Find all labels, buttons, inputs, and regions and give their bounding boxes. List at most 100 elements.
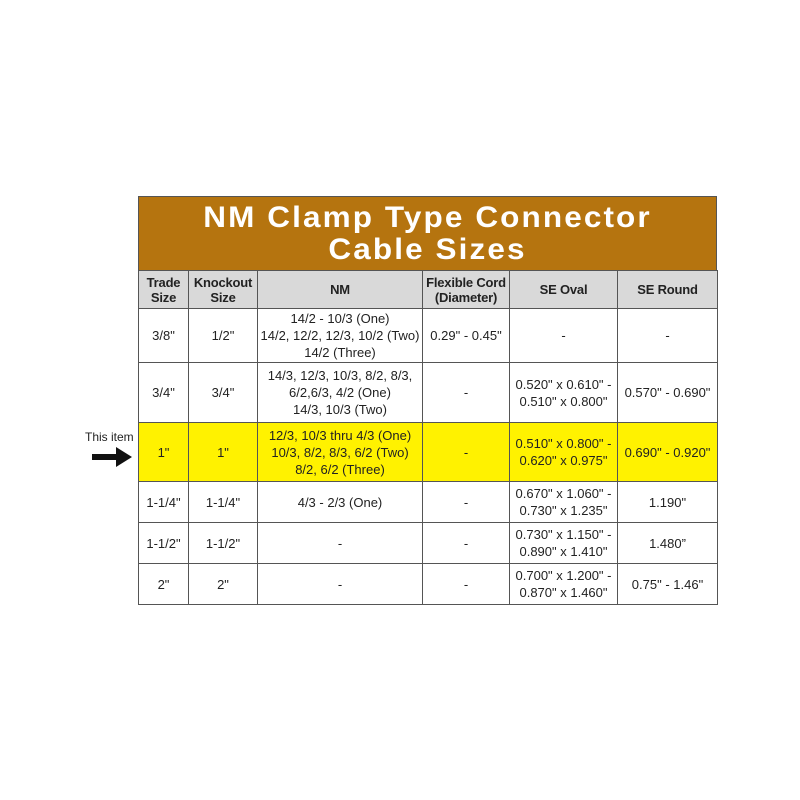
cell-line: 0.510" x 0.800"	[519, 393, 608, 409]
cell-line: -	[665, 328, 670, 343]
cell-line: 1"	[217, 444, 229, 460]
cell-line: (Diameter)	[434, 289, 498, 305]
cell-line: 1.480”	[649, 535, 686, 551]
column-header-se-oval: SE Oval	[509, 270, 618, 309]
cell-flexible-cord: -	[422, 422, 510, 482]
cell-nm: 4/3 - 2/3 (One)	[257, 481, 423, 523]
cell-line: 1/2"	[211, 328, 235, 343]
cell-trade-size: 3/4"	[138, 362, 189, 423]
cell-line: 2"	[217, 576, 229, 592]
cell-line: 8/2, 6/2 (Three)	[295, 461, 385, 477]
cell-line: -	[337, 576, 343, 592]
table-title: NM Clamp Type Connector Cable Sizes	[138, 196, 717, 270]
cell-se-round: -	[617, 308, 718, 363]
cell-se-round: 1.190"	[617, 481, 718, 523]
cell-nm: 14/3, 12/3, 10/3, 8/2, 8/3, 6/2,6/3, 4/2 …	[257, 362, 423, 423]
cell-se-round: 1.480”	[617, 522, 718, 564]
cell-line: -	[561, 328, 566, 343]
cell-line: NM	[330, 282, 350, 297]
cell-se-round: 0.690" - 0.920"	[617, 422, 718, 482]
table-row: 1-1/4" 1-1/4" 4/3 - 2/3 (One) - 0.670" x 1.0…	[138, 481, 718, 523]
cell-nm: -	[257, 522, 423, 564]
title-line-1: NM Clamp Type Connector	[203, 201, 652, 234]
table-row: 1" 1" 12/3, 10/3 thru 4/3 (One) 10/3, 8/2, …	[138, 422, 718, 482]
cell-line: 10/3, 8/2, 8/3, 6/2 (Two)	[271, 444, 409, 460]
cell-line: Knockout	[193, 274, 253, 290]
column-header-knockout-size: Knockout Size	[188, 270, 258, 309]
cell-line: 0.730" x 1.150" -	[515, 527, 612, 542]
cell-flexible-cord: 0.29" - 0.45"	[422, 308, 510, 363]
cell-knockout-size: 1-1/4"	[188, 481, 258, 523]
cell-trade-size: 1"	[138, 422, 189, 482]
cell-line: 3/4"	[211, 385, 235, 400]
cell-line: 1-1/4"	[205, 494, 241, 510]
cell-line: 14/3, 10/3 (Two)	[293, 402, 387, 417]
cell-nm: 12/3, 10/3 thru 4/3 (One) 10/3, 8/2, 8/3,…	[257, 422, 423, 482]
cell-se-round: 0.570" - 0.690"	[617, 362, 718, 423]
cell-flexible-cord: -	[422, 362, 510, 423]
cell-line: Size	[150, 289, 177, 305]
arrow-right-icon	[92, 447, 132, 467]
cell-line: 14/2, 12/2, 12/3, 10/2 (Two)	[260, 328, 420, 343]
cell-line: -	[463, 494, 469, 510]
table-row: 3/8" 1/2" 14/2 - 10/3 (One) 14/2, 12/2, 12/…	[138, 308, 718, 363]
cell-line: -	[463, 576, 469, 592]
cell-line: 0.570" - 0.690"	[624, 385, 711, 400]
cell-flexible-cord: -	[422, 481, 510, 523]
cell-trade-size: 1-1/2"	[138, 522, 189, 564]
cell-line: 0.29" - 0.45"	[430, 328, 502, 343]
cell-line: SE Round	[637, 282, 698, 297]
cell-nm: 14/2 - 10/3 (One) 14/2, 12/2, 12/3, 10/2 …	[257, 308, 423, 363]
title-line-2: Cable Sizes	[328, 233, 527, 266]
cell-line: 1-1/2"	[205, 535, 241, 551]
cell-line: 2"	[157, 576, 170, 592]
cell-trade-size: 2"	[138, 563, 189, 605]
cell-line: 3/4"	[152, 385, 175, 400]
cell-line: 12/3, 10/3 thru 4/3 (One)	[268, 427, 412, 443]
cell-line: 0.670" x 1.060" -	[515, 486, 612, 501]
cell-line: 14/2 (Three)	[304, 345, 376, 360]
cell-line: 0.700" x 1.200" -	[515, 568, 612, 583]
cell-knockout-size: 1/2"	[188, 308, 258, 363]
cell-line: 0.730" x 1.235"	[519, 503, 608, 518]
cell-line: 0.520" x 0.610" -	[515, 376, 612, 392]
cell-line: 3/8"	[152, 328, 175, 343]
cell-knockout-size: 2"	[188, 563, 258, 605]
cable-size-table-container: NM Clamp Type Connector Cable Sizes Trad…	[138, 196, 718, 605]
cell-line: -	[337, 535, 343, 551]
column-header-nm: NM	[257, 270, 423, 309]
cell-line: 0.510" x 0.800" -	[515, 436, 612, 451]
cell-line: Flexible Cord	[426, 274, 506, 290]
cell-line: -	[463, 535, 469, 551]
cell-se-oval: 0.520" x 0.610" -0.510" x 0.800"	[509, 362, 618, 423]
cell-se-oval: 0.730" x 1.150" - 0.890" x 1.410"	[509, 522, 618, 564]
cell-se-oval: 0.510" x 0.800" - 0.620" x 0.975"	[509, 422, 618, 482]
cell-line: 0.690" - 0.920"	[624, 444, 711, 460]
cell-line: 4/3 - 2/3 (One)	[297, 494, 383, 510]
table-row: 3/4" 3/4" 14/3, 12/3, 10/3, 8/2, 8/3, 6/2,6…	[138, 362, 718, 423]
cable-size-table: Trade Size Knockout Size NM Flexible Cord (Dia…	[138, 270, 718, 605]
cell-line: 1-1/4"	[146, 494, 181, 510]
cell-flexible-cord: -	[422, 563, 510, 605]
cell-se-oval: 0.700" x 1.200" - 0.870" x 1.460"	[509, 563, 618, 605]
column-header-se-round: SE Round	[617, 270, 718, 309]
cell-line: 0.620" x 0.975"	[519, 453, 608, 468]
cell-line: 0.75" - 1.46"	[631, 576, 704, 592]
column-header-flexible-cord: Flexible Cord (Diameter)	[422, 270, 510, 309]
cell-knockout-size: 1"	[188, 422, 258, 482]
cell-line: 14/3, 12/3, 10/3, 8/2, 8/3,	[267, 368, 413, 383]
cell-knockout-size: 3/4"	[188, 362, 258, 423]
cell-line: 1-1/2"	[146, 535, 181, 551]
cell-trade-size: 3/8"	[138, 308, 189, 363]
cell-trade-size: 1-1/4"	[138, 481, 189, 523]
cell-se-oval: 0.670" x 1.060" - 0.730" x 1.235"	[509, 481, 618, 523]
header-row: Trade Size Knockout Size NM Flexible Cord (Dia…	[138, 270, 718, 309]
cell-se-oval: -	[509, 308, 618, 363]
cell-line: 6/2,6/3, 4/2 (One)	[289, 385, 391, 400]
this-item-label: This item	[85, 430, 134, 444]
cell-line: 1"	[157, 444, 170, 460]
cell-knockout-size: 1-1/2"	[188, 522, 258, 564]
table-row: 2" 2" - -0.700" x 1.200" -0.870" x 1.460" 0.…	[138, 563, 718, 605]
cell-line: Trade	[146, 274, 181, 290]
table-row: 1-1/2" 1-1/2" - - 0.730" x 1.150" - 0.890" x …	[138, 522, 718, 564]
